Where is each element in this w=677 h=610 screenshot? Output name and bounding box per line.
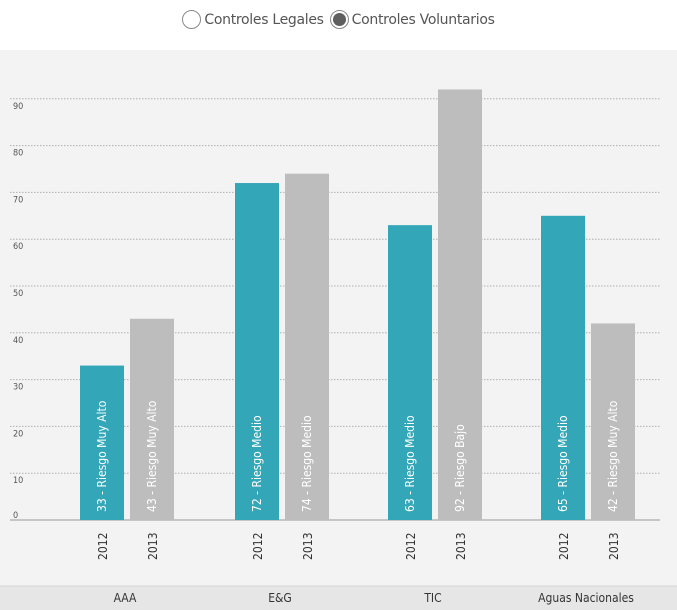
radio-label-voluntarios: Controles Voluntarios: [351, 11, 495, 28]
bar: [235, 183, 279, 521]
bar-value-label: 92 - Riesgo Bajo: [453, 424, 467, 512]
bar-value-label: 42 - Riesgo Muy Alto: [606, 400, 620, 512]
category-label: Aguas Nacionales: [538, 591, 634, 605]
radio-circle-icon: [329, 10, 349, 29]
year-label: 2013: [146, 533, 160, 560]
y-tick-label: 90: [13, 102, 23, 112]
bar: [130, 318, 174, 520]
radio-circle-icon: [182, 10, 202, 29]
radio-label-legales: Controles Legales: [204, 11, 324, 28]
bar-value-label: 74 - Riesgo Medio: [300, 415, 314, 512]
bar-value-label: 72 - Riesgo Medio: [250, 415, 264, 512]
year-label: 2012: [96, 533, 110, 560]
category-label: TIC: [423, 591, 441, 605]
y-tick-label: 30: [13, 383, 23, 393]
y-tick-label: 40: [13, 336, 23, 346]
bar-value-label: 43 - Riesgo Muy Alto: [145, 400, 159, 512]
bar-value-label: 63 - Riesgo Medio: [403, 415, 417, 512]
y-tick-label: 50: [13, 289, 23, 299]
bar: [388, 225, 432, 520]
bar: [80, 365, 124, 520]
y-tick-label: 0: [13, 511, 18, 521]
radio-controles-voluntarios[interactable]: Controles Voluntarios: [329, 10, 495, 29]
y-tick-label: 20: [13, 429, 23, 439]
category-label: E&G: [268, 591, 292, 605]
year-label: 2012: [404, 533, 418, 560]
y-tick-label: 70: [13, 195, 23, 205]
bar: [438, 89, 482, 520]
y-tick-label: 60: [13, 242, 23, 252]
category-label: AAA: [114, 591, 137, 605]
year-label: 2013: [301, 533, 315, 560]
year-label: 2013: [454, 533, 468, 560]
bar-value-label: 33 - Riesgo Muy Alto: [95, 400, 109, 512]
bar-value-label: 65 - Riesgo Medio: [556, 415, 570, 512]
y-tick-label: 80: [13, 149, 23, 159]
bar: [285, 173, 329, 520]
y-tick-label: 10: [13, 476, 23, 486]
category-band: [0, 586, 677, 610]
bar: [591, 323, 635, 520]
year-label: 2012: [557, 533, 571, 560]
controls-toggle: Controles Legales Controles Voluntarios: [0, 10, 677, 29]
radio-controles-legales[interactable]: Controles Legales: [182, 10, 324, 29]
year-label: 2013: [607, 533, 621, 560]
year-label: 2012: [251, 533, 265, 560]
bar: [541, 215, 585, 521]
